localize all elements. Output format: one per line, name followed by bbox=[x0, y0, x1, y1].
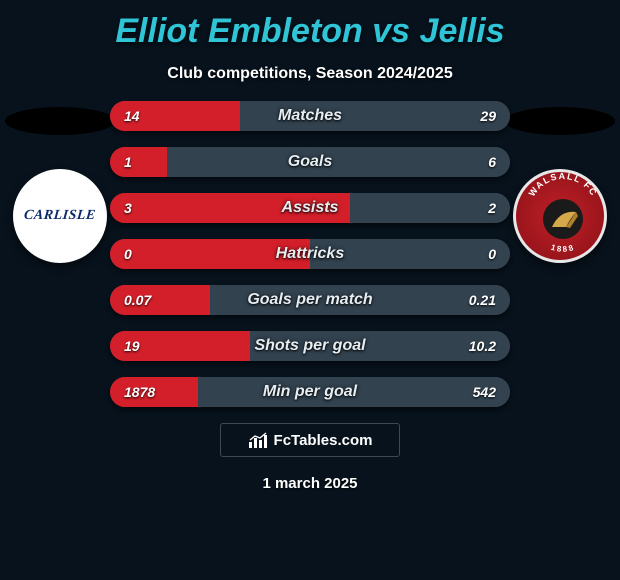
stat-bar-left-fill bbox=[110, 331, 250, 361]
stat-bar-left-fill bbox=[110, 285, 210, 315]
stat-bar-right-fill bbox=[350, 193, 510, 223]
club-right: WALSALL FC 1888 bbox=[500, 101, 620, 263]
stat-bar-right-fill bbox=[250, 331, 510, 361]
club-right-badge: WALSALL FC 1888 bbox=[513, 169, 607, 263]
stat-bar: Goals per match0.070.21 bbox=[110, 285, 510, 315]
stat-bar-right-fill bbox=[167, 147, 510, 177]
stat-bar-left-fill bbox=[110, 147, 167, 177]
walsall-badge-icon: WALSALL FC 1888 bbox=[516, 172, 610, 266]
stat-bar-left-fill bbox=[110, 239, 310, 269]
svg-text:1888: 1888 bbox=[550, 243, 576, 254]
comparison-panel: CARLISLE WALSALL FC 1888 Match bbox=[0, 101, 620, 407]
stat-bar-right-fill bbox=[198, 377, 510, 407]
stat-bar-left-fill bbox=[110, 193, 350, 223]
stat-bar-left-fill bbox=[110, 377, 198, 407]
stat-bar: Matches1429 bbox=[110, 101, 510, 131]
club-right-shadow bbox=[505, 107, 615, 135]
stat-bar-right-fill bbox=[210, 285, 510, 315]
svg-text:WALSALL FC: WALSALL FC bbox=[527, 172, 600, 198]
stat-bar: Min per goal1878542 bbox=[110, 377, 510, 407]
stat-bars: Matches1429 Goals16 Assists32 Hattricks00 Go… bbox=[110, 101, 510, 407]
brand-text: FcTables.com bbox=[274, 432, 373, 449]
stat-bar: Assists32 bbox=[110, 193, 510, 223]
club-left-shadow bbox=[5, 107, 115, 135]
brand-badge: FcTables.com bbox=[220, 423, 400, 457]
club-left: CARLISLE bbox=[0, 101, 120, 263]
stat-bar-left-fill bbox=[110, 101, 240, 131]
club-left-badge-text: CARLISLE bbox=[23, 208, 96, 224]
stat-bar: Shots per goal1910.2 bbox=[110, 331, 510, 361]
page-title: Elliot Embleton vs Jellis bbox=[0, 0, 620, 51]
stat-bar: Hattricks00 bbox=[110, 239, 510, 269]
stat-bar: Goals16 bbox=[110, 147, 510, 177]
chart-icon bbox=[248, 431, 268, 449]
stat-bar-right-fill bbox=[240, 101, 510, 131]
subtitle: Club competitions, Season 2024/2025 bbox=[0, 65, 620, 83]
club-left-badge: CARLISLE bbox=[13, 169, 107, 263]
stat-bar-right-fill bbox=[310, 239, 510, 269]
footer-date: 1 march 2025 bbox=[0, 475, 620, 492]
